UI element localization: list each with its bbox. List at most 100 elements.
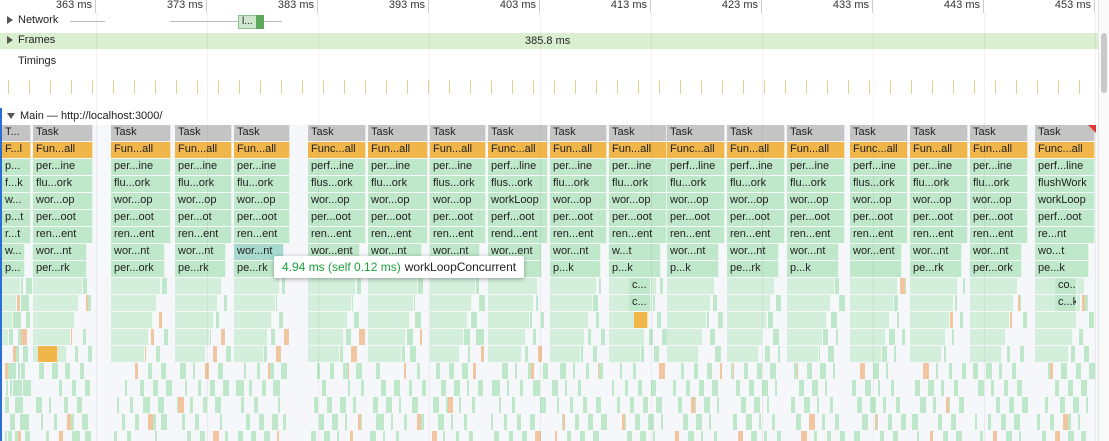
flame-call-frame[interactable] <box>496 431 499 441</box>
flame-task[interactable]: Task <box>33 125 93 141</box>
flame-function-call[interactable]: Fun...all <box>234 142 290 158</box>
flame-call-frame[interactable] <box>835 414 839 430</box>
flame-call-frame[interactable] <box>111 278 161 294</box>
flame-call-frame[interactable] <box>282 278 285 294</box>
flame-call-frame[interactable] <box>956 431 962 441</box>
flame-call-frame[interactable] <box>20 414 24 430</box>
flame-call-frame[interactable] <box>1009 397 1014 413</box>
flame-call-frame[interactable] <box>902 329 904 345</box>
flame-perform-root[interactable]: per...oot <box>550 210 607 226</box>
flame-call-frame[interactable] <box>322 380 326 396</box>
flame-call-frame[interactable] <box>502 363 508 379</box>
flame-render[interactable]: ren...ent <box>430 227 486 243</box>
flame-call-frame[interactable] <box>840 431 845 441</box>
flame-call-frame[interactable] <box>878 380 880 396</box>
flame-call-frame[interactable] <box>175 295 218 311</box>
flame-call-frame[interactable] <box>854 431 860 441</box>
flame-call-frame[interactable] <box>410 346 416 362</box>
flame-perform-work[interactable]: per...ine <box>910 159 968 175</box>
flame-call-frame[interactable] <box>345 414 347 430</box>
flame-call-frame[interactable] <box>986 363 992 379</box>
flame-call-frame[interactable] <box>140 380 144 396</box>
flame-call-frame[interactable] <box>16 312 21 328</box>
flame-perform-work[interactable]: per...ine <box>787 159 845 175</box>
flame-function-call[interactable]: Fun...all <box>368 142 428 158</box>
flame-call-frame[interactable] <box>21 363 25 379</box>
flame-call-frame[interactable] <box>150 414 156 430</box>
flame-call-frame[interactable] <box>727 278 775 294</box>
flame-call-frame[interactable] <box>596 312 599 328</box>
flame-call-frame[interactable] <box>873 363 879 379</box>
flame-perform-root[interactable]: per...oot <box>667 210 725 226</box>
flame-call-frame[interactable] <box>794 363 797 379</box>
flame-task[interactable]: Task <box>609 125 667 141</box>
flame-perform-root[interactable]: per...oot <box>850 210 908 226</box>
flame-call-frame[interactable] <box>764 431 767 441</box>
flame-call-frame[interactable] <box>970 312 1010 328</box>
flame-call-frame[interactable] <box>827 431 830 441</box>
flame-call-frame[interactable] <box>404 363 406 379</box>
main-thread-header[interactable]: Main — http://localhost:3000/ <box>0 108 1098 125</box>
flame-perform-unit[interactable] <box>850 261 902 277</box>
flame-call-frame[interactable] <box>1076 363 1081 379</box>
flame-work-loop[interactable]: workLoop <box>488 193 548 209</box>
flame-call-frame[interactable] <box>822 414 825 430</box>
flame-call-frame[interactable] <box>148 414 153 430</box>
flame-call-frame[interactable] <box>161 363 166 379</box>
frames-track[interactable]: Frames 385.8 ms <box>0 33 1098 49</box>
flame-call-frame[interactable] <box>1001 414 1006 430</box>
frames-track-label[interactable]: Frames <box>7 34 55 46</box>
flame-call-frame[interactable] <box>213 346 217 362</box>
flame-call-frame[interactable] <box>1055 431 1060 441</box>
flame-call-frame[interactable] <box>778 346 780 362</box>
flame-call-frame[interactable] <box>394 380 400 396</box>
flame-call-frame[interactable] <box>451 414 453 430</box>
flame-call-frame[interactable] <box>561 363 566 379</box>
flame-perform-work[interactable]: perf...line <box>667 159 725 175</box>
flame-function-call[interactable]: Fun...all <box>175 142 232 158</box>
flame-call-frame[interactable] <box>609 329 645 345</box>
collapse-arrow-icon[interactable] <box>7 113 15 119</box>
flame-work-unit[interactable]: wor...nt <box>175 244 226 260</box>
flame-call-frame[interactable] <box>257 363 260 379</box>
flame-flush-work[interactable]: flus...ork <box>430 176 486 192</box>
flame-work-loop[interactable]: wor...op <box>609 193 667 209</box>
flame-call-frame[interactable] <box>18 363 20 379</box>
flame-task[interactable]: Task <box>308 125 366 141</box>
flame-call-frame[interactable] <box>641 346 644 362</box>
flame-call-frame[interactable] <box>944 346 946 362</box>
flame-call-frame[interactable] <box>182 414 185 430</box>
flame-call-frame[interactable] <box>828 346 834 362</box>
flame-call-frame[interactable] <box>162 278 164 294</box>
flame-call-frame[interactable] <box>23 346 28 362</box>
expand-arrow-icon[interactable] <box>7 16 13 24</box>
flame-call-frame[interactable] <box>494 431 496 441</box>
flame-call-frame[interactable] <box>955 295 957 311</box>
flame-call-frame[interactable] <box>1065 414 1071 430</box>
flame-call-frame[interactable] <box>54 414 57 430</box>
flame-call-frame[interactable] <box>111 346 145 362</box>
flame-call-frame[interactable] <box>817 397 819 413</box>
flame-call-frame[interactable] <box>910 278 958 294</box>
flame-call-frame[interactable] <box>540 397 546 413</box>
flame-call-frame[interactable]: co...k <box>1055 278 1077 294</box>
flame-call-frame[interactable] <box>399 346 405 362</box>
flame-call-frame[interactable] <box>541 312 544 328</box>
flame-perform-root[interactable]: per...oot <box>787 210 845 226</box>
flame-flush-work[interactable]: flu...ork <box>111 176 171 192</box>
flame-perform-unit[interactable]: pe...k <box>1035 261 1089 277</box>
flame-call-frame[interactable] <box>959 397 964 413</box>
flame-call-frame[interactable] <box>681 363 684 379</box>
flame-call-frame[interactable] <box>746 414 752 430</box>
flame-call-frame[interactable] <box>69 414 74 430</box>
flame-call-frame[interactable] <box>117 397 119 413</box>
flame-task[interactable]: Task <box>1035 125 1095 141</box>
flame-call-frame[interactable] <box>635 414 639 430</box>
flame-call-frame[interactable] <box>59 431 63 441</box>
flame-call-frame[interactable] <box>581 431 585 441</box>
flame-task[interactable]: Task <box>910 125 968 141</box>
flame-call-frame[interactable] <box>190 397 193 413</box>
flame-work-loop[interactable]: wor...op <box>430 193 486 209</box>
flame-call-frame[interactable] <box>436 363 440 379</box>
flame-call-frame[interactable] <box>912 414 918 430</box>
